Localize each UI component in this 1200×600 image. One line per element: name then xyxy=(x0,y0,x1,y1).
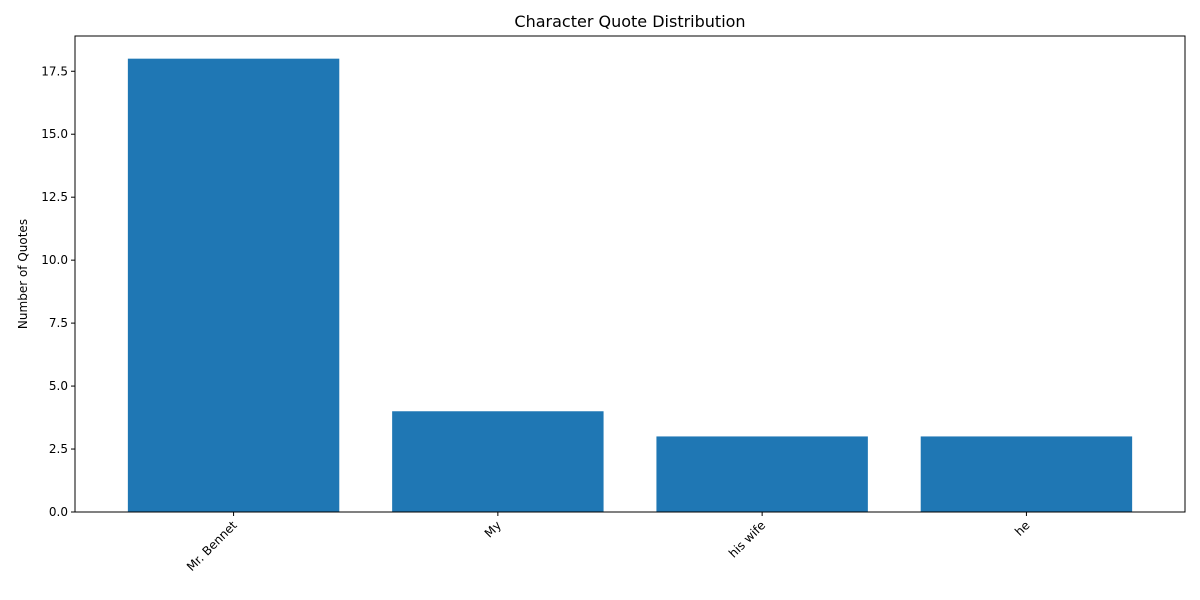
bar-3 xyxy=(920,436,1133,512)
chart-title: Character Quote Distribution xyxy=(514,12,745,31)
y-tick-label-4: 10.0 xyxy=(41,253,68,267)
x-axis-ticks: Mr. Bennet My his wife he xyxy=(184,512,1033,574)
x-tick-label-1: My xyxy=(482,518,504,540)
y-tick-label-3: 7.5 xyxy=(49,316,68,330)
bar-0 xyxy=(127,58,340,513)
y-tick-label-1: 2.5 xyxy=(49,442,68,456)
bar-2 xyxy=(656,436,868,512)
y-axis-ticks: 0.0 2.5 5.0 7.5 10.0 12.5 15.0 17.5 xyxy=(41,64,75,519)
plot-frame xyxy=(74,35,1186,513)
y-tick-label-6: 15.0 xyxy=(41,127,68,141)
y-axis-title: Number of Quotes xyxy=(16,219,30,329)
x-tick-label-3: he xyxy=(1012,518,1033,539)
y-tick-label-2: 5.0 xyxy=(49,379,68,393)
y-tick-label-0: 0.0 xyxy=(49,505,68,519)
y-tick-label-5: 12.5 xyxy=(41,190,68,204)
x-tick-label-2: his wife xyxy=(726,518,768,560)
x-tick-label-0: Mr. Bennet xyxy=(184,518,240,574)
bar-1 xyxy=(392,411,604,512)
bars-group xyxy=(127,58,1133,513)
y-tick-label-7: 17.5 xyxy=(41,64,68,78)
